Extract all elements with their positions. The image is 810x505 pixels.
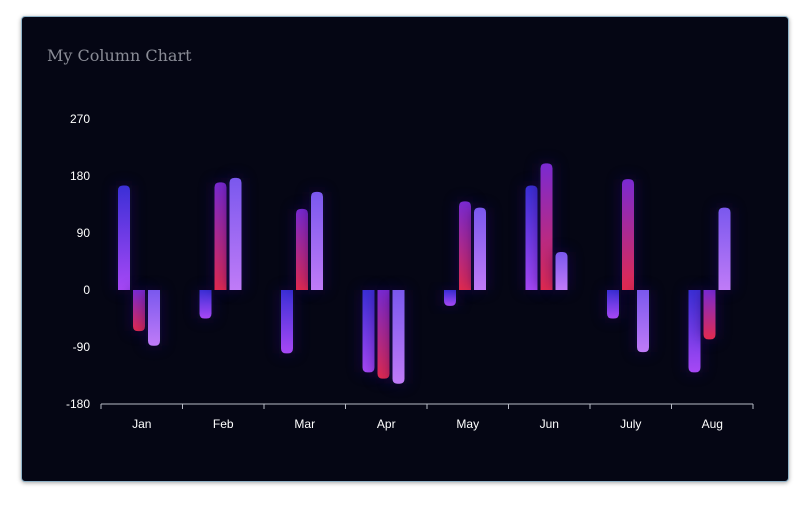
bar-series3-jun[interactable] — [555, 252, 568, 290]
y-tick-label: -180 — [66, 397, 90, 411]
bar-series3-jan[interactable] — [148, 290, 160, 346]
bar-series3-july[interactable] — [637, 290, 649, 353]
y-tick-label: 0 — [83, 283, 90, 297]
x-tick-label: Jan — [132, 417, 151, 431]
y-tick-label: 90 — [77, 226, 91, 240]
bar-series3-apr[interactable] — [392, 290, 405, 384]
x-tick-label: Jun — [540, 417, 559, 431]
chart-card: My Column Chart 270 180 90 0 -90 -180 Jan Feb M… — [21, 16, 789, 482]
y-tick-label: 180 — [70, 169, 90, 183]
y-axis: 270 180 90 0 -90 -180 — [66, 112, 90, 411]
bar-series2-apr[interactable] — [377, 290, 390, 379]
x-tick-label: Mar — [294, 417, 315, 431]
x-axis: Jan Feb Mar Apr May Jun July Aug — [100, 403, 754, 431]
x-tick-label: May — [456, 417, 479, 431]
bar-series1-mar[interactable] — [281, 290, 293, 354]
bar-series3-mar[interactable] — [311, 191, 323, 290]
bar-series1-jun[interactable] — [525, 185, 538, 291]
bar-series2-mar[interactable] — [296, 208, 308, 290]
y-tick-label: -90 — [73, 340, 91, 354]
bar-series2-may[interactable] — [459, 201, 471, 290]
bar-series3-may[interactable] — [474, 207, 486, 290]
chart-title: My Column Chart — [47, 46, 192, 65]
bar-series1-jan[interactable] — [118, 185, 130, 291]
bar-series2-july[interactable] — [622, 179, 634, 290]
bar-series1-may[interactable] — [444, 290, 456, 306]
bar-series2-jun[interactable] — [540, 163, 553, 290]
bar-series3-aug[interactable] — [718, 207, 731, 290]
column-chart: 270 180 90 0 -90 -180 Jan Feb Mar Apr May Jun July A… — [66, 112, 754, 431]
bar-series1-feb[interactable] — [199, 290, 212, 319]
bar-series2-jan[interactable] — [133, 290, 145, 332]
bar-series1-aug[interactable] — [688, 290, 701, 373]
bar-series1-apr[interactable] — [362, 290, 375, 373]
x-tick-label: Feb — [213, 417, 234, 431]
x-tick-label: July — [620, 417, 641, 431]
bar-series3-feb[interactable] — [229, 177, 242, 290]
x-tick-label: Aug — [702, 417, 723, 431]
bar-series2-feb[interactable] — [214, 182, 227, 290]
x-tick-label: Apr — [377, 417, 396, 431]
bar-series2-aug[interactable] — [703, 290, 716, 340]
bars-group — [116, 163, 733, 384]
y-tick-label: 270 — [70, 112, 90, 126]
bar-series1-july[interactable] — [607, 290, 619, 319]
